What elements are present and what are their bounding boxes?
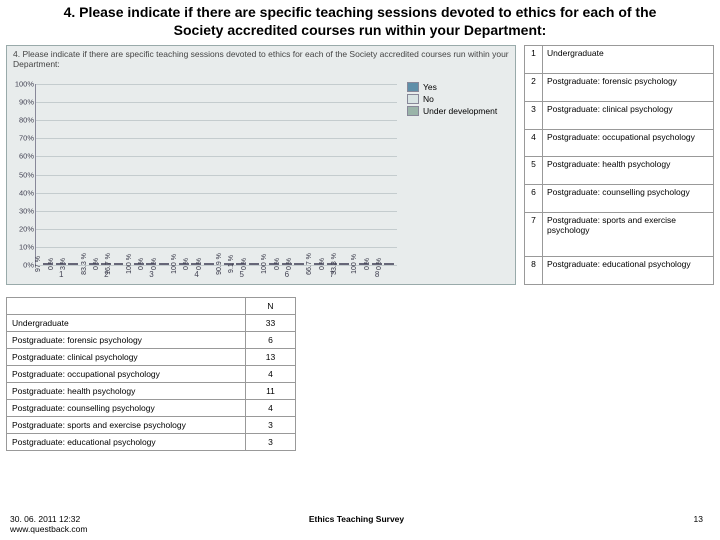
page-title: 4. Please indicate if there are specific…: [0, 0, 720, 45]
footer: 30. 06. 2011 12:32 www.questback.com Eth…: [0, 514, 720, 534]
footer-page: 13: [472, 514, 703, 534]
chart-inner-title: 4. Please indicate if there are specific…: [13, 50, 509, 70]
n-header: N: [246, 298, 296, 315]
n-table: N Undergraduate33Postgraduate: forensic …: [6, 297, 296, 451]
footer-date: 30. 06. 2011 12:32: [10, 514, 80, 524]
footer-center: Ethics Teaching Survey: [309, 514, 404, 524]
chart-legend: YesNoUnder development: [407, 82, 509, 118]
footer-url: www.questback.com: [10, 524, 87, 534]
chart-plot: 0%10%20%30%40%50%60%70%80%90%100%97 %0 %…: [35, 84, 397, 266]
bar-chart: 4. Please indicate if there are specific…: [6, 45, 516, 285]
category-legend-table: 1Undergraduate2Postgraduate: forensic ps…: [524, 45, 714, 285]
